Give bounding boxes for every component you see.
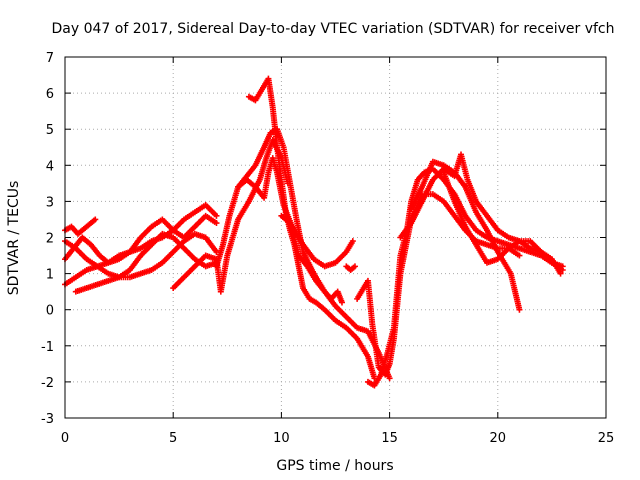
data-series — [62, 75, 566, 389]
series-track-13 — [364, 165, 566, 389]
y-tick-label: 1 — [46, 268, 54, 283]
y-tick-label: 2 — [46, 232, 54, 247]
series-track-10 — [278, 212, 345, 306]
series-track-14 — [397, 151, 564, 277]
data-point — [386, 375, 393, 382]
axes: 0 5 10 15 20 25 -3 -2 -1 0 1 2 3 4 5 6 7 — [41, 51, 614, 446]
x-tick-label: 0 — [61, 431, 69, 446]
x-tick-label: 10 — [273, 431, 290, 446]
y-tick-label: 0 — [46, 304, 54, 319]
y-tick-label: 4 — [46, 159, 54, 174]
series-track-7 — [213, 126, 393, 382]
data-point — [351, 263, 358, 270]
y-tick-label: -3 — [41, 412, 54, 427]
series-track-9 — [245, 75, 378, 382]
x-tick-label: 20 — [490, 431, 507, 446]
data-point — [349, 238, 356, 245]
series-track-15 — [408, 158, 523, 313]
y-tick-label: -1 — [41, 340, 54, 355]
series-track-11 — [343, 263, 358, 273]
series-track-6 — [170, 137, 291, 295]
grid-lines — [65, 57, 606, 418]
data-point — [213, 212, 220, 219]
series-track-3 — [62, 202, 220, 288]
data-point — [516, 306, 523, 313]
y-axis-label: SDTVAR / TECUs — [6, 181, 22, 296]
x-tick-label: 5 — [169, 431, 177, 446]
data-point — [557, 270, 564, 277]
x-tick-label: 25 — [598, 431, 615, 446]
chart-title: Day 047 of 2017, Sidereal Day-to-day VTE… — [51, 21, 614, 37]
x-axis-label: GPS time / hours — [276, 458, 393, 474]
data-point — [516, 252, 523, 259]
y-tick-label: 5 — [46, 123, 54, 138]
data-point — [338, 299, 345, 306]
series-track-16 — [440, 169, 566, 270]
series-track-5 — [62, 216, 99, 237]
series-track-4 — [72, 230, 220, 295]
x-tick-label: 15 — [381, 431, 398, 446]
y-tick-label: 3 — [46, 195, 54, 210]
data-point — [559, 263, 566, 270]
y-tick-label: 7 — [46, 51, 54, 66]
data-point — [92, 216, 99, 223]
y-tick-label: 6 — [46, 87, 54, 102]
y-tick-label: -2 — [41, 376, 54, 391]
plot-frame — [64, 56, 607, 419]
data-point — [213, 220, 220, 227]
